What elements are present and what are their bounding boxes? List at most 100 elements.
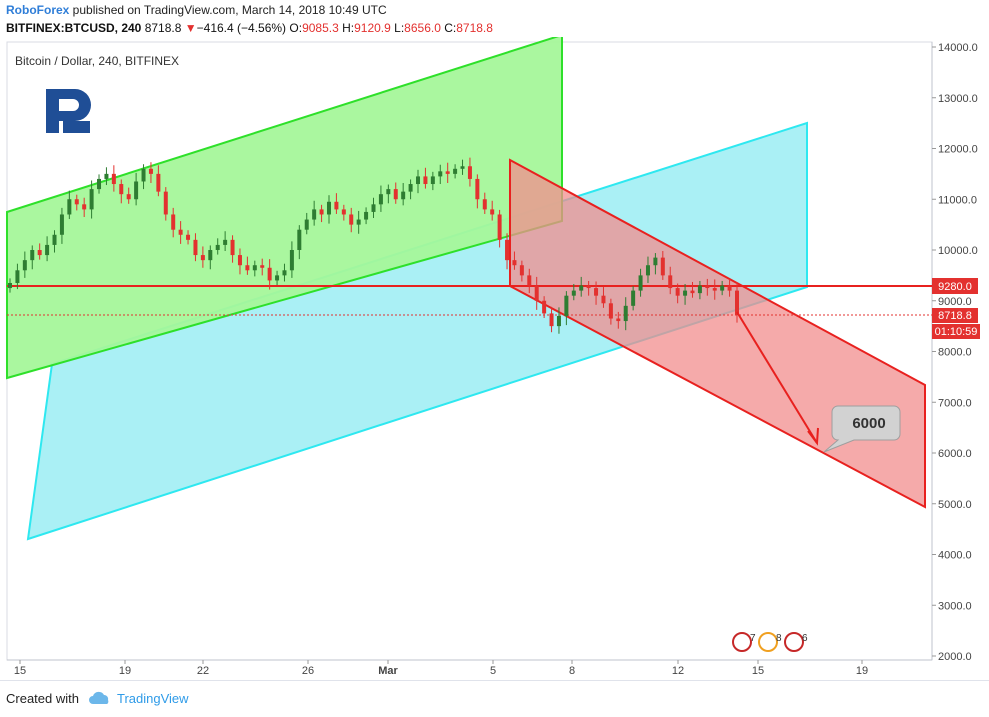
candle-body[interactable] xyxy=(156,173,161,192)
candle-body[interactable] xyxy=(601,295,606,304)
candle-body[interactable] xyxy=(223,239,228,245)
candle-body[interactable] xyxy=(15,270,20,283)
candle-body[interactable] xyxy=(141,168,146,182)
candle-body[interactable] xyxy=(334,201,339,210)
candle-body[interactable] xyxy=(705,285,710,289)
candle-body[interactable] xyxy=(445,171,450,174)
event-flag-icon[interactable] xyxy=(784,632,804,652)
candle-body[interactable] xyxy=(534,285,539,301)
candle-body[interactable] xyxy=(364,211,369,220)
candle-body[interactable] xyxy=(371,204,376,212)
candle-body[interactable] xyxy=(134,181,139,200)
candle-body[interactable] xyxy=(482,199,487,210)
candle-body[interactable] xyxy=(215,244,220,250)
candle-body[interactable] xyxy=(267,267,272,281)
candle-body[interactable] xyxy=(30,250,35,261)
candle-body[interactable] xyxy=(423,176,428,185)
candle-body[interactable] xyxy=(697,285,702,294)
candle-body[interactable] xyxy=(208,250,213,261)
candle-body[interactable] xyxy=(616,318,621,322)
candle-body[interactable] xyxy=(178,229,183,235)
symbol-label[interactable]: BITFINEX:BTCUSD, 240 xyxy=(6,21,142,35)
candle-body[interactable] xyxy=(171,214,176,230)
candle-body[interactable] xyxy=(252,265,257,271)
candle-body[interactable] xyxy=(467,166,472,179)
candle-body[interactable] xyxy=(527,275,532,286)
candle-body[interactable] xyxy=(460,166,465,169)
candle-body[interactable] xyxy=(505,239,510,261)
candle-body[interactable] xyxy=(720,285,725,291)
candle-body[interactable] xyxy=(319,209,324,215)
candle-body[interactable] xyxy=(297,229,302,250)
candle-body[interactable] xyxy=(312,209,317,220)
price-axis[interactable]: 2000.0 3000.0 4000.0 5000.0 6000.0 7000.0 8000… xyxy=(932,42,978,663)
candle-body[interactable] xyxy=(631,290,636,306)
candle-body[interactable] xyxy=(126,194,131,200)
candle-body[interactable] xyxy=(675,288,680,296)
candle-body[interactable] xyxy=(690,290,695,294)
candle-body[interactable] xyxy=(148,168,153,174)
candle-body[interactable] xyxy=(341,209,346,215)
candle-body[interactable] xyxy=(97,178,102,190)
candle-body[interactable] xyxy=(237,255,242,266)
candle-body[interactable] xyxy=(594,288,599,296)
candle-body[interactable] xyxy=(490,209,495,215)
candle-body[interactable] xyxy=(111,173,116,185)
candle-body[interactable] xyxy=(186,234,191,240)
candle-body[interactable] xyxy=(727,285,732,291)
candle-body[interactable] xyxy=(260,265,265,268)
candle-body[interactable] xyxy=(542,300,547,314)
candle-body[interactable] xyxy=(200,255,205,261)
candle-body[interactable] xyxy=(623,305,628,322)
candle-body[interactable] xyxy=(349,214,354,225)
candle-body[interactable] xyxy=(683,290,688,296)
candle-body[interactable] xyxy=(230,239,235,256)
candle-body[interactable] xyxy=(571,290,576,296)
tradingview-link[interactable]: TradingView xyxy=(117,691,189,706)
candle-body[interactable] xyxy=(512,260,517,266)
candle-body[interactable] xyxy=(45,244,50,256)
candle-body[interactable] xyxy=(475,178,480,200)
candle-body[interactable] xyxy=(660,257,665,276)
candle-body[interactable] xyxy=(645,265,650,276)
candle-body[interactable] xyxy=(356,219,361,225)
time-axis[interactable]: 15 19 22 26 Mar 5 8 12 15 19 xyxy=(14,660,868,677)
candle-body[interactable] xyxy=(579,285,584,291)
projection-arrow[interactable] xyxy=(736,311,818,444)
candle-body[interactable] xyxy=(89,189,94,210)
candle-body[interactable] xyxy=(712,288,717,291)
candle-body[interactable] xyxy=(289,250,294,271)
candle-body[interactable] xyxy=(438,171,443,177)
candle-body[interactable] xyxy=(497,214,502,240)
candle-body[interactable] xyxy=(59,214,64,235)
candle-body[interactable] xyxy=(245,265,250,271)
candle-body[interactable] xyxy=(8,282,12,289)
candle-body[interactable] xyxy=(668,275,673,289)
event-badges[interactable]: 7 8 6 xyxy=(732,632,808,652)
candle-body[interactable] xyxy=(556,315,561,327)
candle-body[interactable] xyxy=(416,176,421,185)
candle-body[interactable] xyxy=(163,191,168,215)
candle-body[interactable] xyxy=(82,204,87,210)
candle-body[interactable] xyxy=(586,285,591,289)
event-flag-icon[interactable] xyxy=(732,632,752,652)
candle-body[interactable] xyxy=(519,265,524,276)
candle-body[interactable] xyxy=(282,270,287,276)
price-chart[interactable]: 6000 Bitcoin / Dollar, 240, BITFINEX 200… xyxy=(0,37,989,681)
candle-body[interactable] xyxy=(401,191,406,200)
author-link[interactable]: RoboForex xyxy=(6,3,70,17)
candle-body[interactable] xyxy=(52,234,57,245)
candle-body[interactable] xyxy=(104,173,109,179)
candle-body[interactable] xyxy=(386,189,391,195)
candle-body[interactable] xyxy=(653,257,658,266)
candle-body[interactable] xyxy=(735,290,739,316)
candle-body[interactable] xyxy=(74,199,79,205)
candle-body[interactable] xyxy=(275,275,280,281)
candle-body[interactable] xyxy=(408,184,413,192)
candle-body[interactable] xyxy=(549,313,554,327)
candle-body[interactable] xyxy=(22,260,27,271)
candle-body[interactable] xyxy=(37,250,42,256)
candle-body[interactable] xyxy=(119,184,124,195)
candle-body[interactable] xyxy=(564,295,569,316)
red-channel[interactable] xyxy=(509,158,926,509)
